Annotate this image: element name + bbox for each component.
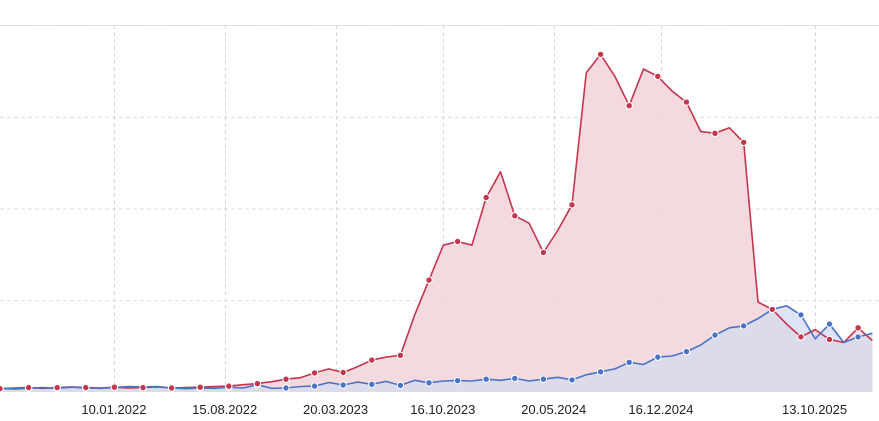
red-series-point[interactable] xyxy=(139,383,147,392)
chart-areas xyxy=(0,54,873,393)
red-series-point[interactable] xyxy=(682,98,691,106)
blue-series-point[interactable] xyxy=(282,384,290,392)
blue-series-point[interactable] xyxy=(453,376,462,385)
x-tick-label: 13.10.2025 xyxy=(782,402,847,417)
blue-series-area xyxy=(0,305,873,392)
red-series-point[interactable] xyxy=(396,351,405,359)
red-series-point[interactable] xyxy=(167,384,176,392)
red-series-point[interactable] xyxy=(825,335,834,344)
x-tick-label: 20.03.2023 xyxy=(303,402,368,417)
x-tick-label: 15.08.2022 xyxy=(192,402,257,417)
red-series-area xyxy=(0,54,873,393)
red-series-point[interactable] xyxy=(0,385,4,393)
blue-series-point[interactable] xyxy=(825,320,834,328)
x-tick-label: 16.12.2024 xyxy=(628,402,693,417)
red-series-point[interactable] xyxy=(425,276,433,284)
red-series-point[interactable] xyxy=(654,72,662,81)
blue-series-point[interactable] xyxy=(854,333,862,341)
red-series-point[interactable] xyxy=(511,212,519,220)
red-series-point[interactable] xyxy=(711,129,719,138)
chart-markers xyxy=(0,50,862,393)
red-series-point[interactable] xyxy=(282,375,290,383)
blue-series-point[interactable] xyxy=(682,347,691,356)
red-series-point[interactable] xyxy=(625,102,633,110)
blue-series-point[interactable] xyxy=(511,374,519,383)
blue-series-point[interactable] xyxy=(396,381,405,390)
blue-series-point[interactable] xyxy=(596,368,605,376)
red-series-point[interactable] xyxy=(225,382,233,390)
blue-series-point[interactable] xyxy=(482,375,490,383)
x-tick-label: 20.05.2024 xyxy=(521,402,586,417)
red-series-point[interactable] xyxy=(368,356,376,364)
red-series-point[interactable] xyxy=(482,193,490,202)
blue-series-point[interactable] xyxy=(310,382,319,390)
red-series-point[interactable] xyxy=(82,383,90,392)
red-series-point[interactable] xyxy=(196,383,204,391)
red-series-point[interactable] xyxy=(453,237,462,246)
red-series-point[interactable] xyxy=(568,201,576,209)
red-series-point[interactable] xyxy=(539,248,548,257)
x-axis-tick-labels: 10.01.2022 15.08.2022 20.03.2023 16.10.2023… xyxy=(81,402,847,417)
red-series-point[interactable] xyxy=(24,383,33,392)
blue-series-point[interactable] xyxy=(368,380,376,388)
blue-series-point[interactable] xyxy=(740,322,748,330)
red-series-point[interactable] xyxy=(310,369,319,377)
red-series-point[interactable] xyxy=(253,379,262,388)
blue-series-point[interactable] xyxy=(568,376,576,384)
red-series-point[interactable] xyxy=(53,383,61,392)
red-series-point[interactable] xyxy=(339,368,347,377)
blue-series-point[interactable] xyxy=(425,379,433,387)
blue-series-point[interactable] xyxy=(339,381,347,389)
x-tick-label: 16.10.2023 xyxy=(410,402,475,417)
x-tick-label: 10.01.2022 xyxy=(81,402,146,417)
red-series-point[interactable] xyxy=(740,138,748,147)
blue-series-point[interactable] xyxy=(797,311,805,319)
red-series-point[interactable] xyxy=(854,324,862,332)
red-series-point[interactable] xyxy=(768,305,776,314)
red-series-point[interactable] xyxy=(797,333,805,341)
blue-series-point[interactable] xyxy=(654,353,662,361)
blue-series-point[interactable] xyxy=(539,375,548,383)
blue-series-point[interactable] xyxy=(711,331,719,339)
red-series-point[interactable] xyxy=(596,50,605,59)
red-series-point[interactable] xyxy=(110,383,119,391)
blue-series-point[interactable] xyxy=(625,358,633,366)
